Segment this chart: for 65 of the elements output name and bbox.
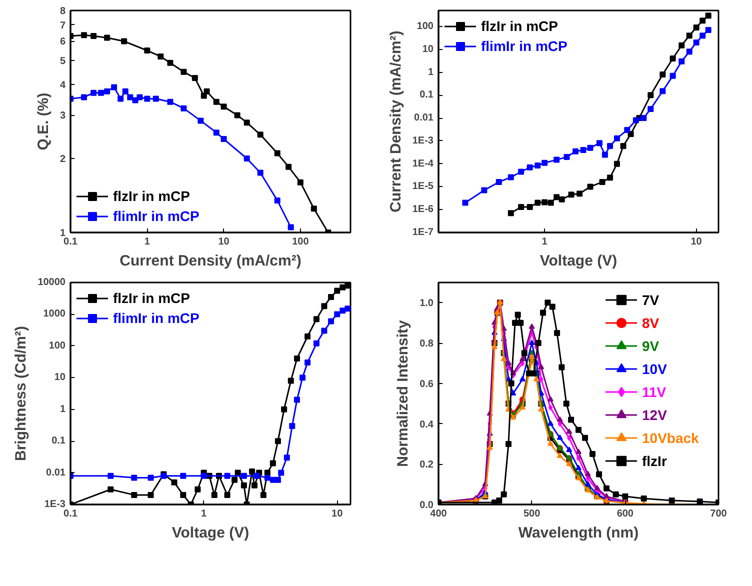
y-axis-title: Q.E. (%) (34, 92, 52, 150)
y-tick-label: 5 (60, 56, 66, 68)
x-tick-label: 1 (144, 236, 150, 248)
legend-label: 9V (642, 336, 660, 356)
legend-label: flimIr in mCP (113, 309, 200, 328)
legend-label: 10V (642, 360, 667, 378)
x-tick-label: 100 (292, 236, 310, 248)
y-tick-label: 8 (60, 6, 66, 17)
y-tick-label: 0.2 (420, 460, 434, 471)
x-tick-label: 1 (201, 508, 208, 520)
y-tick-label: 1E-5 (412, 181, 434, 192)
y-tick-label: 0.0 (420, 500, 434, 511)
x-axis-title: Wavelength (nm) (518, 524, 639, 542)
x-tick-label: 10 (332, 508, 344, 520)
y-tick-label: 0.1 (420, 90, 434, 101)
x-tick-label: 10 (690, 236, 702, 248)
y-tick-label: 1E-3 (44, 499, 66, 510)
y-tick-label: 3 (60, 110, 66, 122)
y-tick-label: 0.4 (420, 419, 434, 430)
legend-label: 11V (642, 382, 666, 402)
x-tick-label: 1 (542, 236, 548, 248)
legend-label: 12V (642, 406, 667, 424)
y-axis-title: Current Density (mA/cm²) (387, 30, 404, 212)
y-tick-label: 100 (416, 21, 434, 32)
x-axis-title: Voltage (V) (540, 252, 618, 270)
y-tick-label: 0.6 (420, 378, 434, 390)
y-tick-label: 1 (60, 228, 66, 239)
y-tick-label: 10 (422, 44, 434, 55)
y-tick-label: 1E-3 (412, 135, 434, 146)
x-tick-label: 400 (430, 508, 448, 520)
legend-label: flzIr in mCP (113, 187, 190, 206)
y-tick-label: 1 (428, 66, 434, 78)
x-tick-label: 700 (710, 508, 728, 520)
y-tick-label: 1000 (43, 308, 66, 320)
y-tick-label: 10000 (38, 277, 66, 288)
y-tick-label: 4 (60, 80, 66, 91)
legend-label: flimIr in mCP (113, 207, 200, 226)
y-axis-title: Normalized Intensity (394, 319, 412, 467)
y-axis-title: Brightness (Cd/m²) (12, 326, 30, 461)
x-tick-label: 10 (218, 236, 230, 248)
y-tick-label: 7 (60, 20, 66, 32)
y-tick-label: 0.8 (420, 338, 434, 350)
legend-label: 10Vback (642, 428, 699, 448)
y-tick-label: 0.1 (52, 436, 66, 447)
y-tick-label: 2 (60, 154, 66, 165)
y-tick-label: 1E-4 (412, 158, 434, 170)
legend-label: 8V (642, 314, 660, 332)
y-tick-label: 1.0 (420, 298, 434, 310)
y-tick-label: 6 (60, 36, 66, 48)
legend-label: flzIr in mCP (481, 17, 558, 36)
y-tick-label: 10 (54, 372, 66, 384)
y-tick-label: 0.01 (46, 467, 66, 478)
legend-label: flzIr (642, 452, 667, 470)
y-tick-label: 100 (48, 340, 66, 352)
legend-label: flimIr in mCP (481, 37, 568, 56)
legend-label: 7V (642, 290, 660, 310)
x-tick-label: 500 (523, 508, 541, 520)
legend-label: flzIr in mCP (113, 289, 190, 308)
x-tick-label: 600 (616, 508, 634, 520)
y-tick-label: 1E-6 (412, 204, 434, 216)
x-axis-title: Current Density (mA/cm²) (120, 252, 302, 270)
y-tick-label: 1E-7 (412, 227, 434, 238)
x-axis-title: Voltage (V) (172, 524, 250, 542)
y-tick-label: 0.01 (414, 112, 434, 124)
y-tick-label: 1 (60, 404, 66, 415)
